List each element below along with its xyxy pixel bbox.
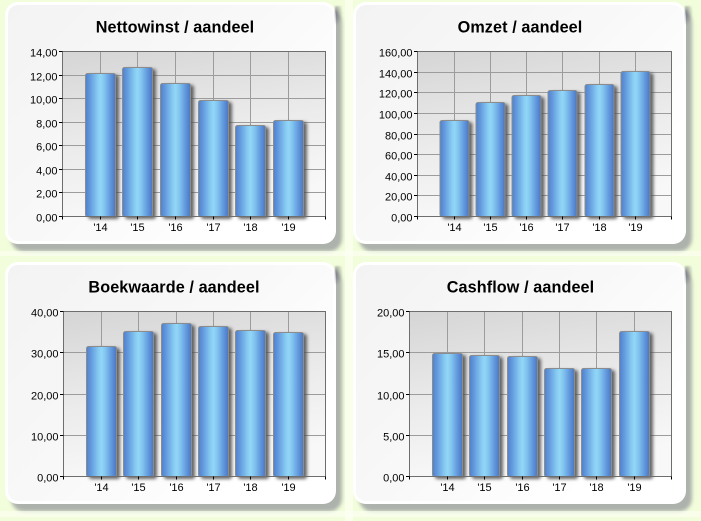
svg-text:Omzet / aandeel: Omzet / aandeel — [458, 19, 583, 37]
svg-text:'16: '16 — [515, 482, 529, 494]
svg-text:'18: '18 — [592, 222, 606, 234]
svg-text:'18: '18 — [589, 482, 603, 494]
svg-text:'15: '15 — [131, 482, 145, 494]
svg-text:'15: '15 — [477, 482, 491, 494]
svg-text:12,00: 12,00 — [30, 71, 58, 83]
svg-text:120,00: 120,00 — [379, 88, 413, 100]
svg-text:'17: '17 — [552, 482, 566, 494]
svg-text:4,00: 4,00 — [36, 165, 57, 177]
svg-text:20,00: 20,00 — [31, 390, 59, 402]
svg-text:'14: '14 — [94, 482, 108, 494]
svg-text:140,00: 140,00 — [379, 68, 413, 80]
svg-text:0,00: 0,00 — [37, 472, 58, 484]
svg-text:5,00: 5,00 — [383, 431, 404, 443]
svg-text:'14: '14 — [93, 222, 107, 234]
svg-text:15,00: 15,00 — [377, 348, 405, 360]
svg-text:160,00: 160,00 — [379, 47, 413, 59]
svg-text:'18: '18 — [243, 222, 257, 234]
svg-text:'16: '16 — [519, 222, 533, 234]
svg-text:8,00: 8,00 — [36, 118, 57, 130]
svg-text:Boekwaarde / aandeel: Boekwaarde / aandeel — [88, 279, 259, 297]
svg-text:Cashflow / aandeel: Cashflow / aandeel — [447, 279, 595, 297]
svg-text:'18: '18 — [243, 482, 257, 494]
svg-text:'14: '14 — [447, 222, 461, 234]
svg-text:14,00: 14,00 — [30, 47, 58, 59]
svg-text:40,00: 40,00 — [31, 307, 59, 319]
svg-text:'19: '19 — [281, 222, 295, 234]
svg-text:'14: '14 — [440, 482, 454, 494]
svg-text:60,00: 60,00 — [385, 150, 413, 162]
svg-text:10,00: 10,00 — [30, 94, 58, 106]
svg-text:Nettowinst / aandeel: Nettowinst / aandeel — [96, 19, 255, 37]
svg-text:'16: '16 — [169, 482, 183, 494]
svg-text:2,00: 2,00 — [36, 188, 57, 200]
svg-text:40,00: 40,00 — [385, 171, 413, 183]
svg-text:20,00: 20,00 — [377, 307, 405, 319]
svg-text:'19: '19 — [628, 222, 642, 234]
svg-text:6,00: 6,00 — [36, 141, 57, 153]
svg-text:0,00: 0,00 — [36, 212, 57, 224]
svg-text:30,00: 30,00 — [31, 348, 59, 360]
svg-text:'19: '19 — [627, 482, 641, 494]
svg-text:'17: '17 — [555, 222, 569, 234]
svg-text:'15: '15 — [483, 222, 497, 234]
svg-text:'17: '17 — [206, 482, 220, 494]
svg-text:20,00: 20,00 — [385, 191, 413, 203]
svg-text:'19: '19 — [281, 482, 295, 494]
svg-text:10,00: 10,00 — [377, 390, 405, 402]
svg-text:80,00: 80,00 — [385, 130, 413, 142]
svg-text:10,00: 10,00 — [31, 431, 59, 443]
svg-text:'17: '17 — [206, 222, 220, 234]
svg-text:100,00: 100,00 — [379, 109, 413, 121]
svg-text:'16: '16 — [168, 222, 182, 234]
svg-text:0,00: 0,00 — [391, 212, 412, 224]
svg-text:0,00: 0,00 — [383, 472, 404, 484]
svg-text:'15: '15 — [130, 222, 144, 234]
